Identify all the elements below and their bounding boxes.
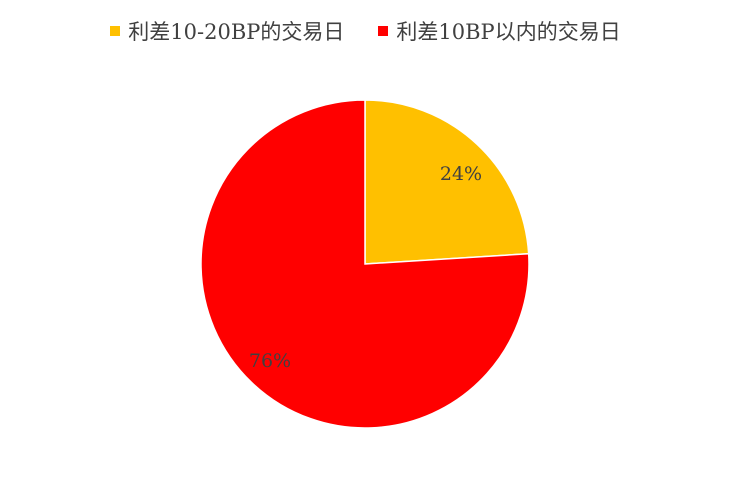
legend: 利差10-20BP的交易日 利差10BP以内的交易日 xyxy=(0,16,731,46)
legend-item-within-10bp: 利差10BP以内的交易日 xyxy=(378,16,621,46)
legend-item-10-20bp: 利差10-20BP的交易日 xyxy=(110,16,344,46)
data-label-0: 24% xyxy=(440,163,482,185)
legend-label: 利差10-20BP的交易日 xyxy=(128,20,345,44)
pie-slice-0 xyxy=(364,99,530,265)
legend-swatch-yellow xyxy=(110,26,121,36)
data-label-1: 76% xyxy=(249,350,291,372)
legend-label: 利差10BP以内的交易日 xyxy=(396,20,621,44)
pie-slice-1 xyxy=(200,99,530,429)
legend-swatch-red xyxy=(378,26,389,36)
